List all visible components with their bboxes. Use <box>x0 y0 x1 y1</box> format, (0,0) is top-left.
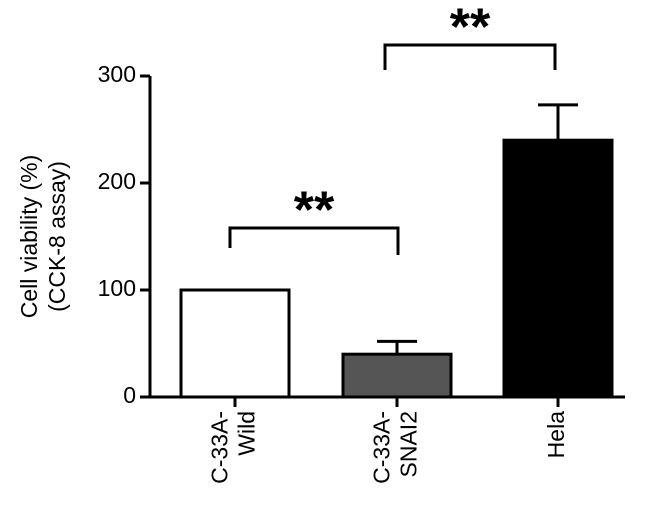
y-axis-label: Cell viability (%) (CCK-8 assay) <box>16 155 70 319</box>
x-tick-label-line: C-33A- <box>369 411 395 484</box>
significance-bracket <box>228 226 400 255</box>
bar <box>341 352 453 399</box>
x-tick-label: C-33A- Wild <box>207 411 260 484</box>
y-tick-label: 100 <box>98 275 136 301</box>
x-tick-label: C-33A- SNAI2 <box>369 411 422 484</box>
significance-bracket <box>383 43 557 70</box>
y-tick-label: 200 <box>98 168 136 194</box>
y-axis-label-line: Cell viability (%) <box>16 155 42 319</box>
y-tick-label: 300 <box>98 61 136 87</box>
x-tick-label: Hela <box>543 411 569 459</box>
x-tick-label-line: SNAI2 <box>396 411 422 477</box>
x-tick-label-line: C-33A- <box>207 411 233 484</box>
y-axis-label-line: (CCK-8 assay) <box>44 161 70 312</box>
significance-label: ** <box>294 182 335 240</box>
x-tick-label-line: Hela <box>543 411 569 459</box>
y-tick-label: 0 <box>123 382 136 408</box>
x-tick-label-line: Wild <box>234 411 260 456</box>
significance-label: ** <box>450 0 491 57</box>
bar <box>502 138 614 399</box>
bar <box>179 288 291 399</box>
